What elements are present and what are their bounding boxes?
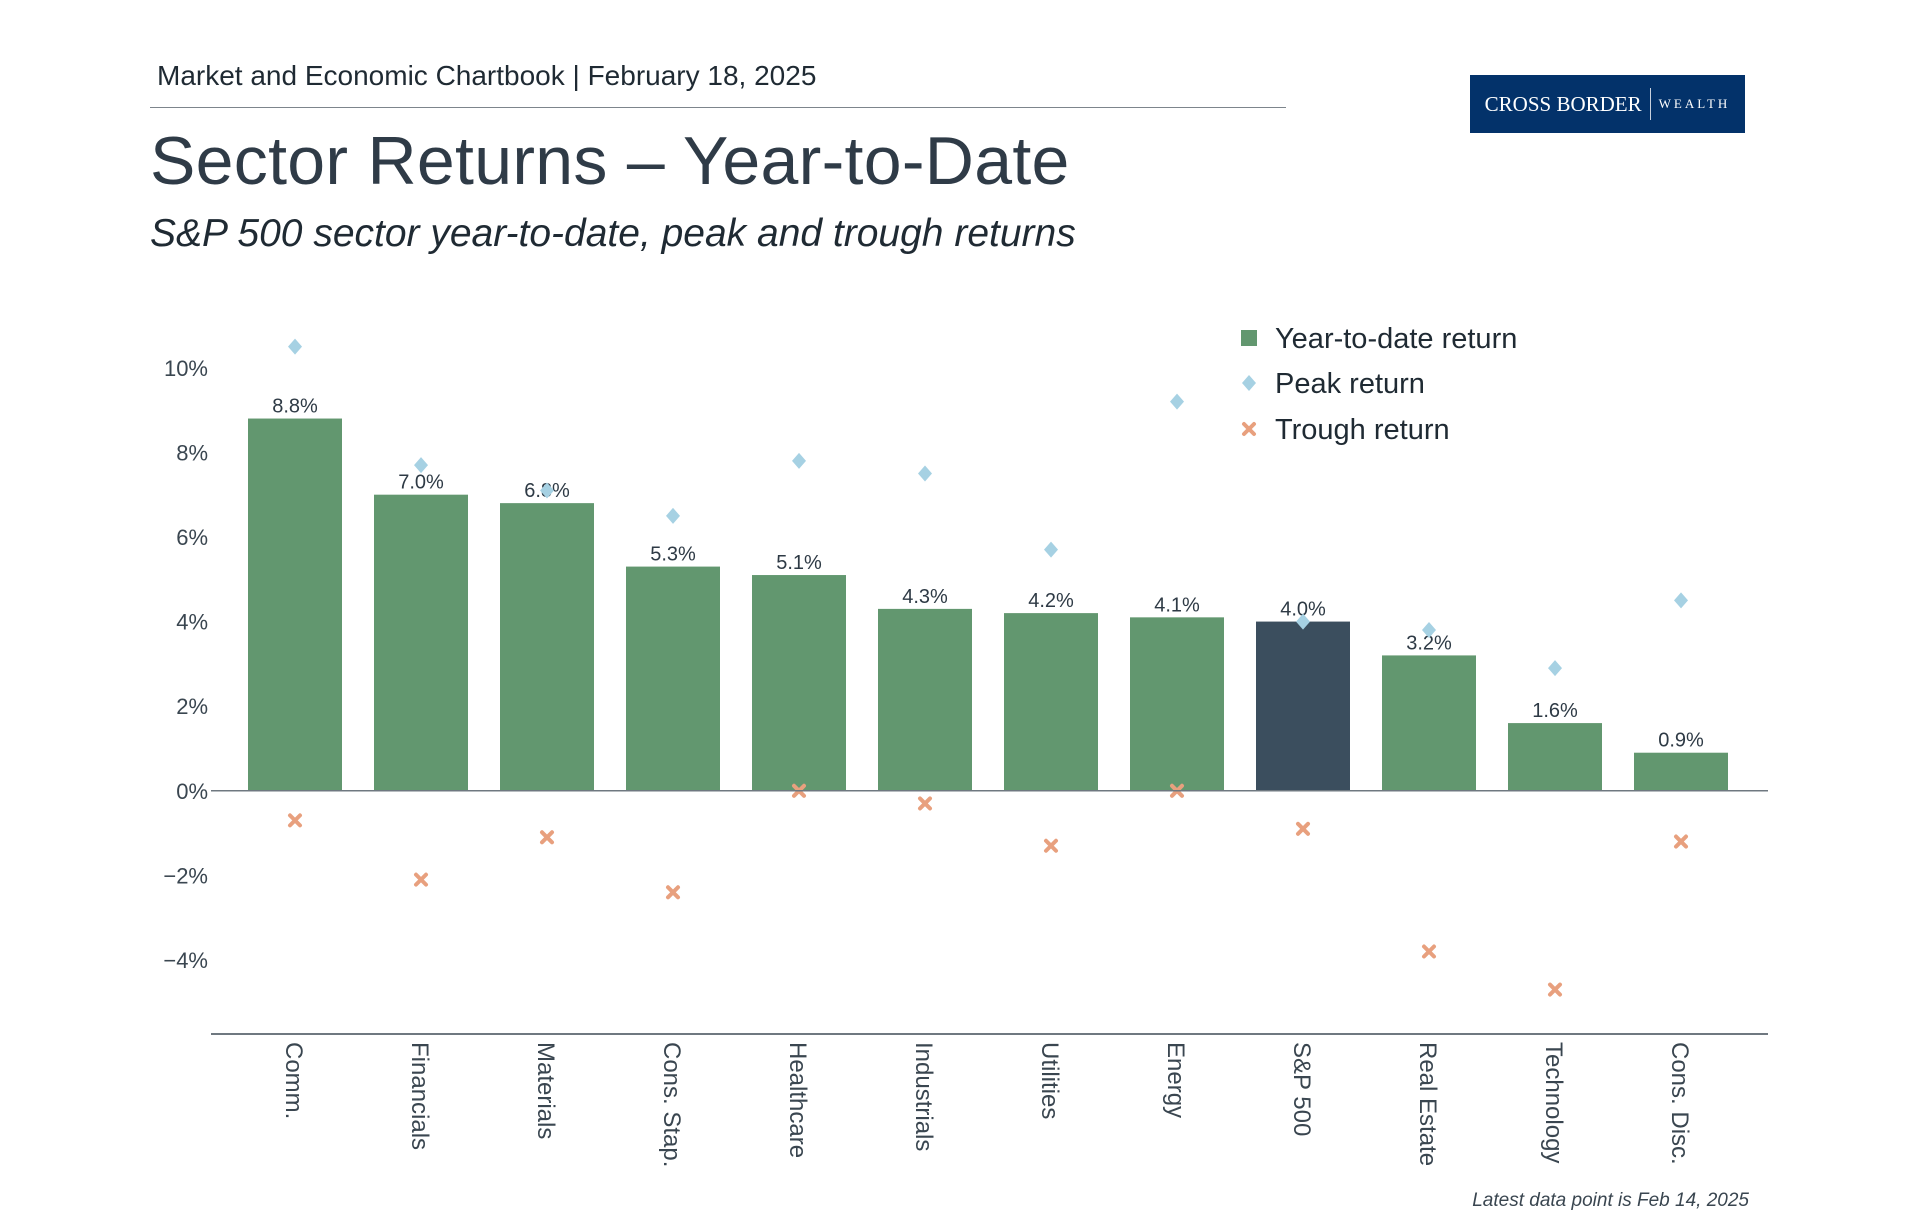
peak-diamond-marker <box>414 457 428 474</box>
ytd-bar <box>1508 723 1602 791</box>
ytd-bar <box>1634 752 1728 791</box>
x-category-label: S&P 500 <box>1288 1042 1315 1136</box>
y-tick-label: −2% <box>163 863 208 888</box>
x-category-label: Materials <box>532 1042 559 1139</box>
peak-diamond-marker <box>1674 592 1688 609</box>
x-category-label: Industrials <box>910 1042 937 1151</box>
trough-x-marker <box>918 796 932 811</box>
peak-diamond-marker <box>918 465 932 482</box>
bar-data-label: 4.3% <box>902 586 948 608</box>
y-tick-label: 4% <box>176 610 208 635</box>
y-tick-label: 10% <box>164 356 208 381</box>
legend-x-swatch <box>1242 422 1256 436</box>
page-title: Sector Returns – Year-to-Date <box>150 123 1070 199</box>
bar-data-label: 5.3% <box>650 544 696 566</box>
bar-data-label: 1.6% <box>1532 700 1578 722</box>
y-tick-label: 0% <box>176 779 208 804</box>
logo-secondary-text: WEALTH <box>1658 96 1731 111</box>
legend-label: Year-to-date return <box>1275 323 1517 355</box>
page-subtitle: S&P 500 sector year-to-date, peak and tr… <box>150 212 1076 255</box>
x-category-label: Utilities <box>1036 1042 1063 1119</box>
peak-diamond-marker <box>1422 622 1436 639</box>
x-category-label: Technology <box>1540 1042 1567 1163</box>
peak-diamond-marker <box>792 452 806 469</box>
ytd-bar <box>248 418 342 791</box>
bar-data-label: 4.0% <box>1280 599 1326 621</box>
y-tick-label: −4% <box>163 948 208 973</box>
y-tick-label: 6% <box>176 525 208 550</box>
ytd-bar <box>1130 617 1224 791</box>
bar-data-label: 5.1% <box>776 552 822 574</box>
ytd-bar <box>752 575 846 791</box>
bar-data-label: 7.0% <box>398 472 444 494</box>
ytd-bar <box>1382 655 1476 791</box>
trough-x-marker <box>1044 838 1058 853</box>
x-category-label: Energy <box>1162 1042 1189 1118</box>
bar-data-label: 8.8% <box>272 396 318 418</box>
y-tick-label: 2% <box>176 694 208 719</box>
ytd-bar <box>626 566 720 791</box>
bar-data-label: 4.1% <box>1154 594 1200 616</box>
chartbook-header: Market and Economic Chartbook | February… <box>157 60 817 91</box>
ytd-bar <box>878 608 972 791</box>
peak-diamond-marker <box>288 338 302 355</box>
logo-primary-text: CROSS BORDER <box>1484 91 1642 116</box>
ytd-bar <box>500 503 594 791</box>
trough-x-marker <box>288 813 302 828</box>
bar-data-label: 4.2% <box>1028 590 1074 612</box>
trough-x-marker <box>1296 821 1310 836</box>
x-category-label: Financials <box>406 1042 433 1150</box>
bar-data-label: 3.2% <box>1406 632 1452 654</box>
x-category-label: Comm. <box>280 1042 307 1119</box>
trough-x-marker <box>1422 944 1436 959</box>
peak-diamond-marker <box>540 482 554 499</box>
cross-border-wealth-logo: CROSS BORDER WEALTH <box>1470 75 1745 133</box>
x-category-label: Cons. Stap. <box>658 1042 685 1167</box>
legend-diamond-swatch <box>1242 375 1256 391</box>
bar-data-label: 0.9% <box>1658 730 1704 752</box>
peak-diamond-marker <box>1044 541 1058 558</box>
ytd-bar <box>374 494 468 791</box>
y-tick-label: 8% <box>176 440 208 465</box>
peak-diamond-marker <box>1548 660 1562 677</box>
peak-diamond-marker <box>1296 613 1310 630</box>
logo-separator <box>1649 88 1651 120</box>
trough-x-marker <box>1548 982 1562 997</box>
legend-label: Peak return <box>1275 368 1425 400</box>
trough-x-marker <box>666 885 680 900</box>
trough-x-marker <box>414 872 428 887</box>
ytd-bar <box>1256 621 1350 791</box>
legend-bar-swatch <box>1241 330 1257 346</box>
x-category-label: Cons. Disc. <box>1666 1042 1693 1165</box>
peak-diamond-marker <box>666 507 680 524</box>
peak-diamond-marker <box>1170 393 1184 410</box>
header-divider <box>150 107 1286 108</box>
legend-label: Trough return <box>1275 414 1450 446</box>
trough-x-marker <box>540 830 554 845</box>
ytd-bar <box>1004 613 1098 791</box>
footnote: Latest data point is Feb 14, 2025 <box>1472 1190 1749 1211</box>
trough-x-marker <box>1674 834 1688 849</box>
x-category-label: Healthcare <box>784 1042 811 1158</box>
x-category-label: Real Estate <box>1414 1042 1441 1166</box>
